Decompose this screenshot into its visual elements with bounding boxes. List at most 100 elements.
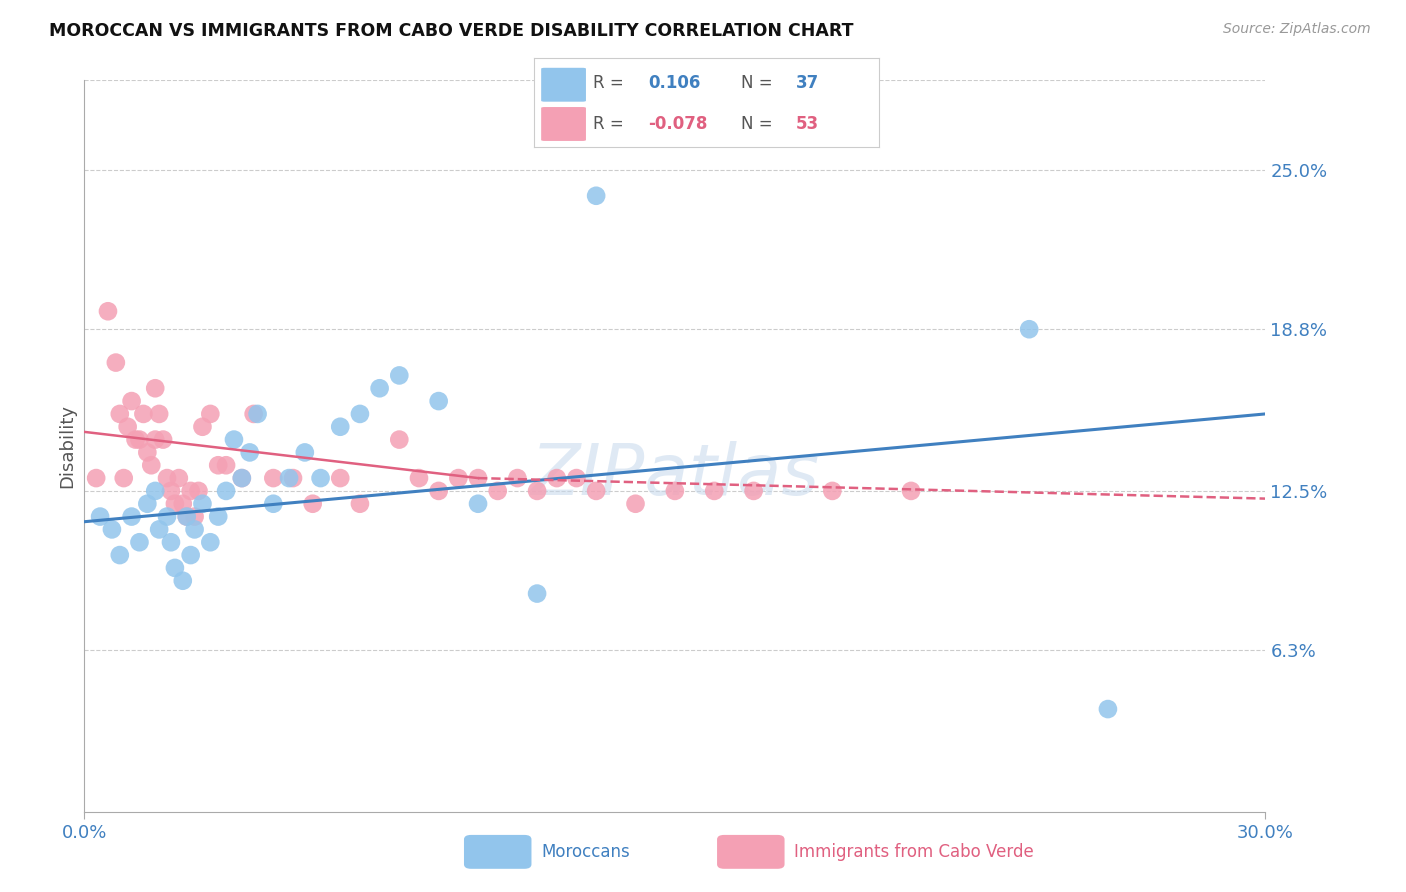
Point bbox=[128, 433, 150, 447]
Point bbox=[183, 523, 205, 537]
Text: N =: N = bbox=[741, 74, 772, 92]
Point bbox=[900, 483, 922, 498]
Point bbox=[124, 433, 146, 447]
Text: Immigrants from Cabo Verde: Immigrants from Cabo Verde bbox=[794, 843, 1035, 861]
Point bbox=[160, 535, 183, 549]
Point bbox=[231, 471, 253, 485]
Point bbox=[172, 497, 194, 511]
FancyBboxPatch shape bbox=[541, 68, 586, 102]
Point bbox=[84, 471, 107, 485]
Text: Moroccans: Moroccans bbox=[541, 843, 630, 861]
Point bbox=[143, 381, 166, 395]
Text: N =: N = bbox=[741, 115, 772, 133]
Point bbox=[183, 509, 205, 524]
Point bbox=[136, 497, 159, 511]
Point bbox=[821, 483, 844, 498]
Point bbox=[136, 445, 159, 459]
Point bbox=[239, 445, 262, 459]
Point bbox=[167, 471, 190, 485]
Text: 0.106: 0.106 bbox=[648, 74, 700, 92]
Point bbox=[262, 471, 284, 485]
Point bbox=[246, 407, 269, 421]
Point bbox=[427, 483, 450, 498]
Point bbox=[1097, 702, 1119, 716]
Text: 37: 37 bbox=[796, 74, 820, 92]
Point bbox=[156, 509, 179, 524]
Text: ZIPatlas: ZIPatlas bbox=[530, 441, 820, 509]
Point bbox=[329, 419, 352, 434]
Point bbox=[117, 419, 139, 434]
Point bbox=[624, 497, 647, 511]
Point bbox=[242, 407, 264, 421]
Point bbox=[294, 445, 316, 459]
Point bbox=[148, 407, 170, 421]
Point bbox=[215, 458, 238, 473]
Point bbox=[486, 483, 509, 498]
Point bbox=[301, 497, 323, 511]
Point bbox=[89, 509, 111, 524]
Point bbox=[180, 483, 202, 498]
Point bbox=[546, 471, 568, 485]
Point bbox=[278, 471, 301, 485]
Point bbox=[104, 355, 127, 369]
FancyBboxPatch shape bbox=[541, 107, 586, 141]
Point bbox=[163, 497, 186, 511]
Point bbox=[156, 471, 179, 485]
Point bbox=[329, 471, 352, 485]
Point bbox=[467, 471, 489, 485]
Point bbox=[664, 483, 686, 498]
Point bbox=[585, 188, 607, 202]
Point bbox=[112, 471, 135, 485]
Point bbox=[262, 497, 284, 511]
Point bbox=[176, 509, 198, 524]
Point bbox=[349, 407, 371, 421]
Point bbox=[108, 548, 131, 562]
Text: R =: R = bbox=[593, 74, 624, 92]
Text: 53: 53 bbox=[796, 115, 820, 133]
Point bbox=[585, 483, 607, 498]
Point bbox=[191, 497, 214, 511]
Point bbox=[108, 407, 131, 421]
Point bbox=[121, 509, 143, 524]
Point bbox=[163, 561, 186, 575]
Point bbox=[172, 574, 194, 588]
Point bbox=[141, 458, 163, 473]
Point bbox=[526, 483, 548, 498]
Point bbox=[447, 471, 470, 485]
Text: R =: R = bbox=[593, 115, 624, 133]
Point bbox=[97, 304, 120, 318]
Text: MOROCCAN VS IMMIGRANTS FROM CABO VERDE DISABILITY CORRELATION CHART: MOROCCAN VS IMMIGRANTS FROM CABO VERDE D… bbox=[49, 22, 853, 40]
Point bbox=[200, 407, 222, 421]
Point bbox=[200, 535, 222, 549]
Point bbox=[427, 394, 450, 409]
Point bbox=[121, 394, 143, 409]
Point bbox=[128, 535, 150, 549]
Point bbox=[309, 471, 332, 485]
Point bbox=[368, 381, 391, 395]
Y-axis label: Disability: Disability bbox=[58, 404, 76, 488]
Point bbox=[101, 523, 124, 537]
Point bbox=[388, 368, 411, 383]
Point bbox=[281, 471, 304, 485]
Point bbox=[176, 509, 198, 524]
Point bbox=[148, 523, 170, 537]
Point bbox=[349, 497, 371, 511]
Point bbox=[565, 471, 588, 485]
Point bbox=[526, 586, 548, 600]
Text: -0.078: -0.078 bbox=[648, 115, 707, 133]
Point bbox=[222, 433, 245, 447]
Point bbox=[742, 483, 765, 498]
Point bbox=[467, 497, 489, 511]
Point bbox=[180, 548, 202, 562]
Point bbox=[160, 483, 183, 498]
Point bbox=[506, 471, 529, 485]
Point bbox=[1018, 322, 1040, 336]
Point bbox=[187, 483, 209, 498]
Point bbox=[132, 407, 155, 421]
Point bbox=[388, 433, 411, 447]
Point bbox=[703, 483, 725, 498]
Text: Source: ZipAtlas.com: Source: ZipAtlas.com bbox=[1223, 22, 1371, 37]
Point bbox=[231, 471, 253, 485]
Point bbox=[143, 483, 166, 498]
Point bbox=[207, 509, 229, 524]
